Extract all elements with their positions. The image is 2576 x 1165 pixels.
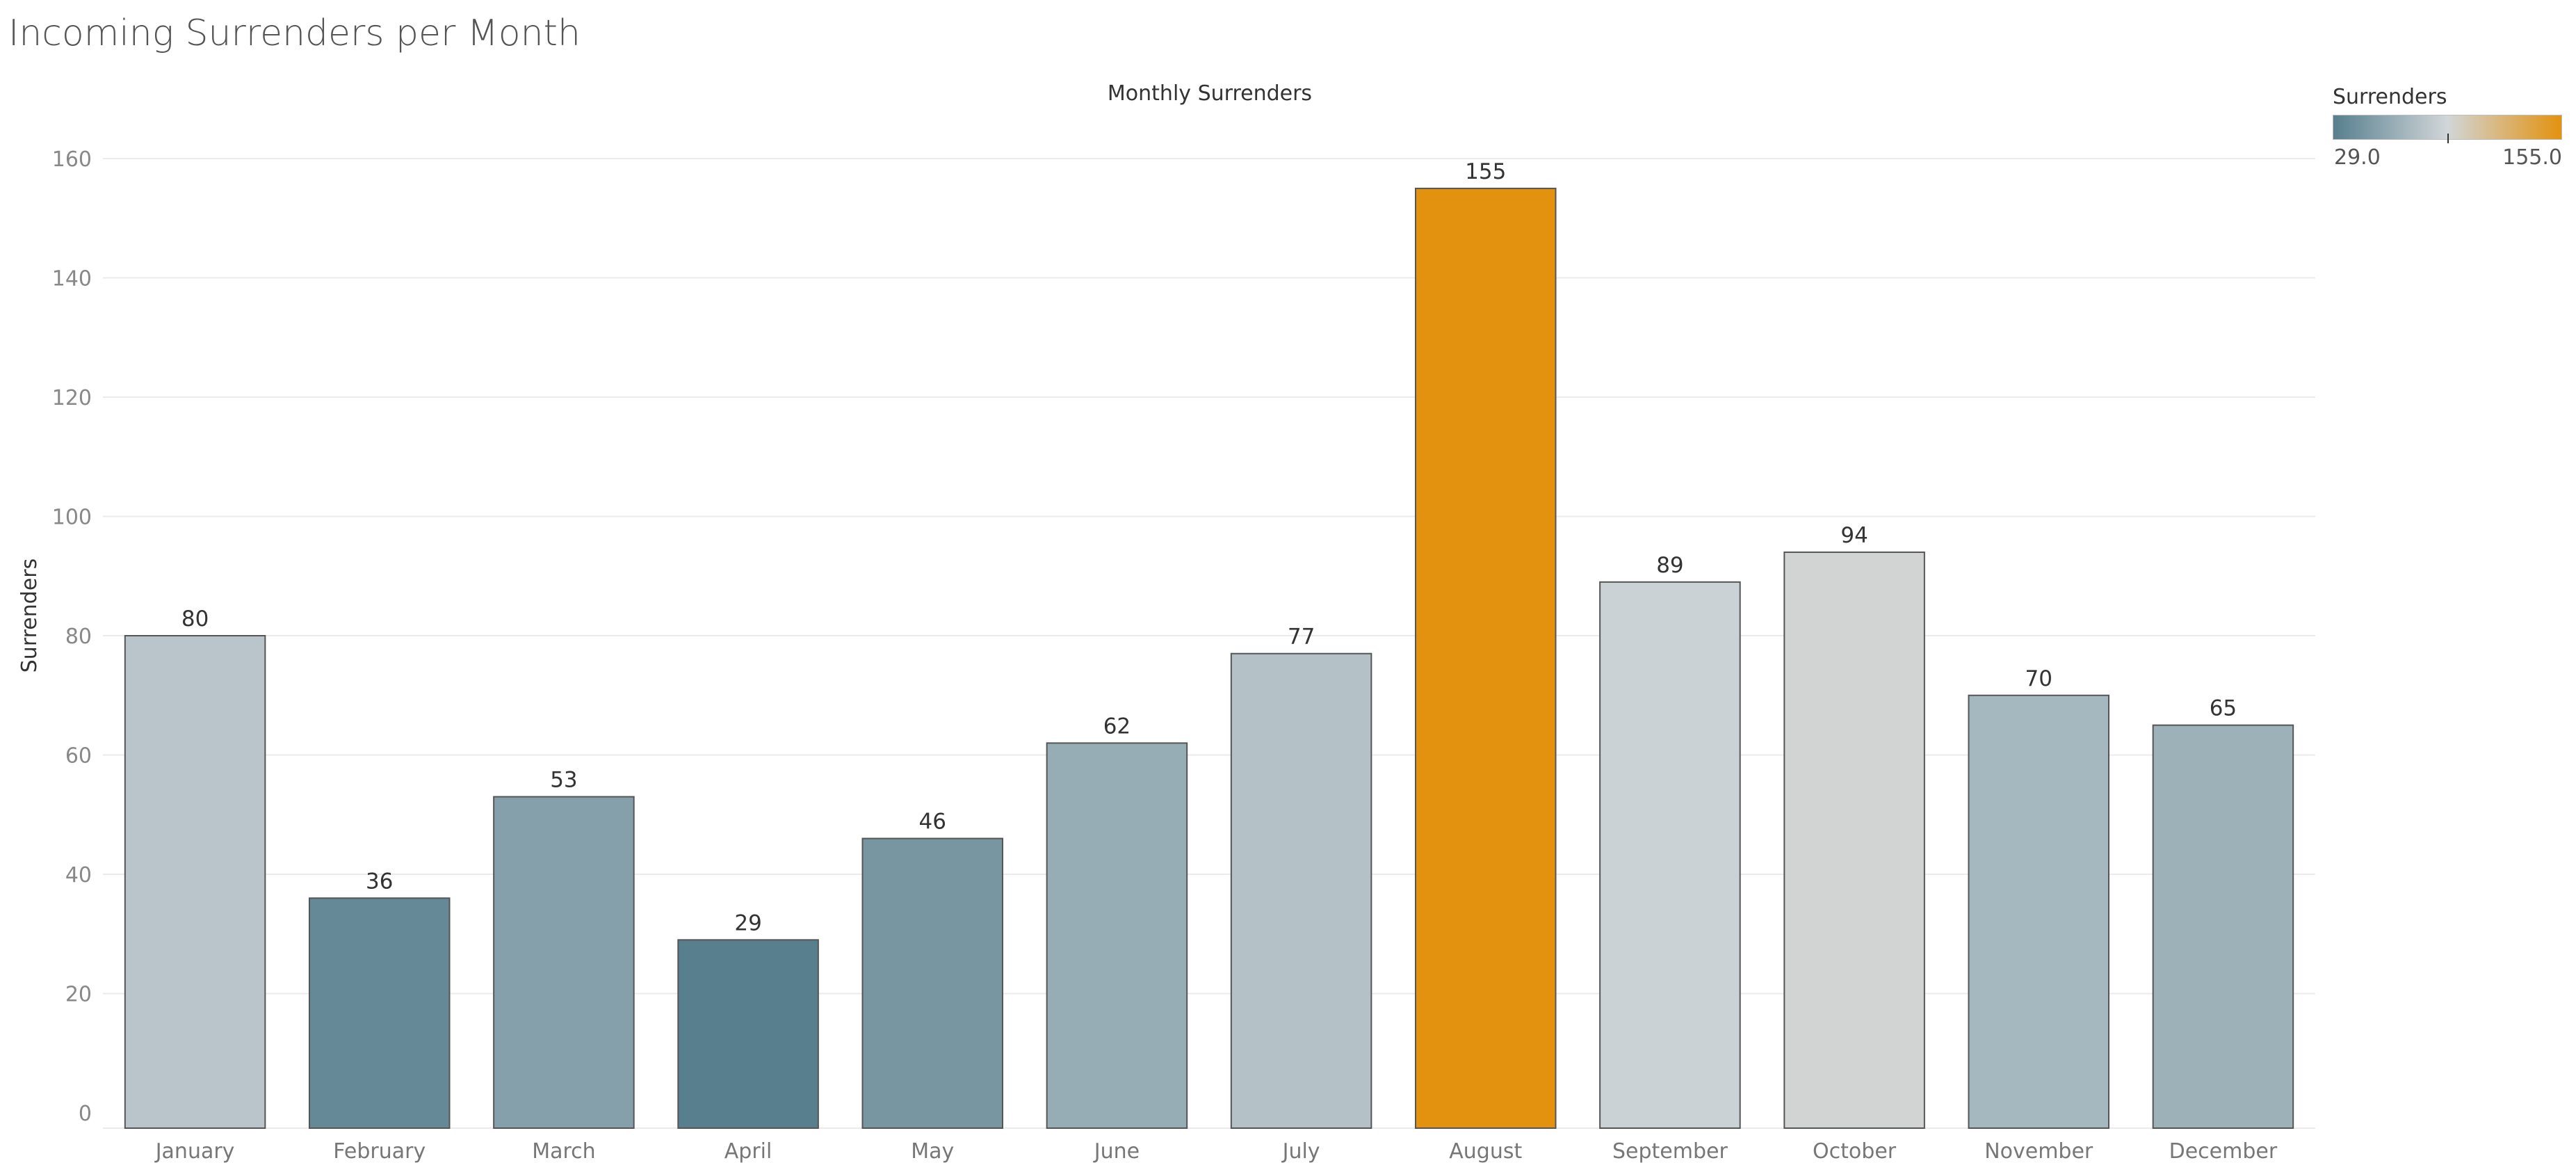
bar-august xyxy=(1414,187,1557,1129)
x-tick-label: February xyxy=(333,1139,426,1164)
data-label: 36 xyxy=(366,869,393,894)
bar-january xyxy=(124,635,266,1129)
x-tick-label: June xyxy=(1093,1139,1140,1164)
data-label: 89 xyxy=(1656,553,1683,578)
y-tick-label: 20 xyxy=(65,983,92,1007)
data-label: 53 xyxy=(550,768,577,793)
x-tick-label: September xyxy=(1612,1139,1728,1164)
bar-march xyxy=(493,796,635,1130)
data-label: 29 xyxy=(734,910,761,935)
y-tick-label: 100 xyxy=(52,506,92,530)
y-tick-label: 120 xyxy=(52,386,92,410)
y-axis-title: Surrenders xyxy=(17,559,42,673)
x-tick-label: March xyxy=(532,1139,595,1164)
bar-july xyxy=(1230,652,1372,1129)
legend-gradient xyxy=(2333,115,2562,143)
legend-title: Surrenders xyxy=(2333,85,2447,109)
bar-february xyxy=(308,897,451,1130)
data-labels: 80 36 53 29 46 62 77 155 89 94 70 65 xyxy=(181,159,2237,935)
y-axis-ticks: 0 20 40 60 80 100 120 140 160 xyxy=(52,147,92,1126)
data-label: 62 xyxy=(1103,714,1131,739)
chart-title: Monthly Surrenders xyxy=(1108,81,1312,106)
data-label: 155 xyxy=(1465,159,1506,184)
x-tick-label: December xyxy=(2169,1139,2278,1164)
x-tick-label: July xyxy=(1281,1139,1320,1164)
x-axis-ticks: January February March April May June July Augu… xyxy=(154,1139,2278,1164)
bar-october xyxy=(1783,551,1925,1129)
data-label: 65 xyxy=(2210,696,2237,721)
bar-december xyxy=(2152,724,2294,1129)
bar-may xyxy=(861,837,1004,1130)
y-tick-label: 60 xyxy=(65,744,92,769)
x-tick-label: November xyxy=(1984,1139,2093,1164)
y-tick-label: 160 xyxy=(52,147,92,172)
page-title: Incoming Surrenders per Month xyxy=(8,13,581,54)
x-tick-label: August xyxy=(1449,1139,1522,1164)
bar-april xyxy=(677,939,819,1129)
data-label: 94 xyxy=(1840,523,1868,548)
bar-november xyxy=(1968,694,2110,1129)
gridlines xyxy=(103,158,2315,1129)
data-label: 80 xyxy=(181,606,209,632)
legend-midpoint-marker xyxy=(2447,134,2449,143)
color-legend: Surrenders 29.0 155.0 xyxy=(2333,85,2569,173)
bar-june xyxy=(1046,742,1188,1129)
data-label: 46 xyxy=(919,810,946,835)
x-tick-label: October xyxy=(1813,1139,1897,1164)
y-tick-label: 0 xyxy=(79,1102,92,1126)
x-tick-label: January xyxy=(154,1139,235,1164)
x-tick-label: April xyxy=(724,1139,772,1164)
y-tick-label: 40 xyxy=(65,863,92,887)
bars xyxy=(124,187,2294,1130)
bar-september xyxy=(1599,581,1741,1129)
legend-max-label: 155.0 xyxy=(2502,145,2562,170)
data-label: 77 xyxy=(1288,625,1315,650)
y-tick-label: 80 xyxy=(65,625,92,649)
y-tick-label: 140 xyxy=(52,267,92,291)
data-label: 70 xyxy=(2025,666,2052,691)
legend-min-label: 29.0 xyxy=(2334,145,2381,170)
x-tick-label: May xyxy=(911,1139,954,1164)
